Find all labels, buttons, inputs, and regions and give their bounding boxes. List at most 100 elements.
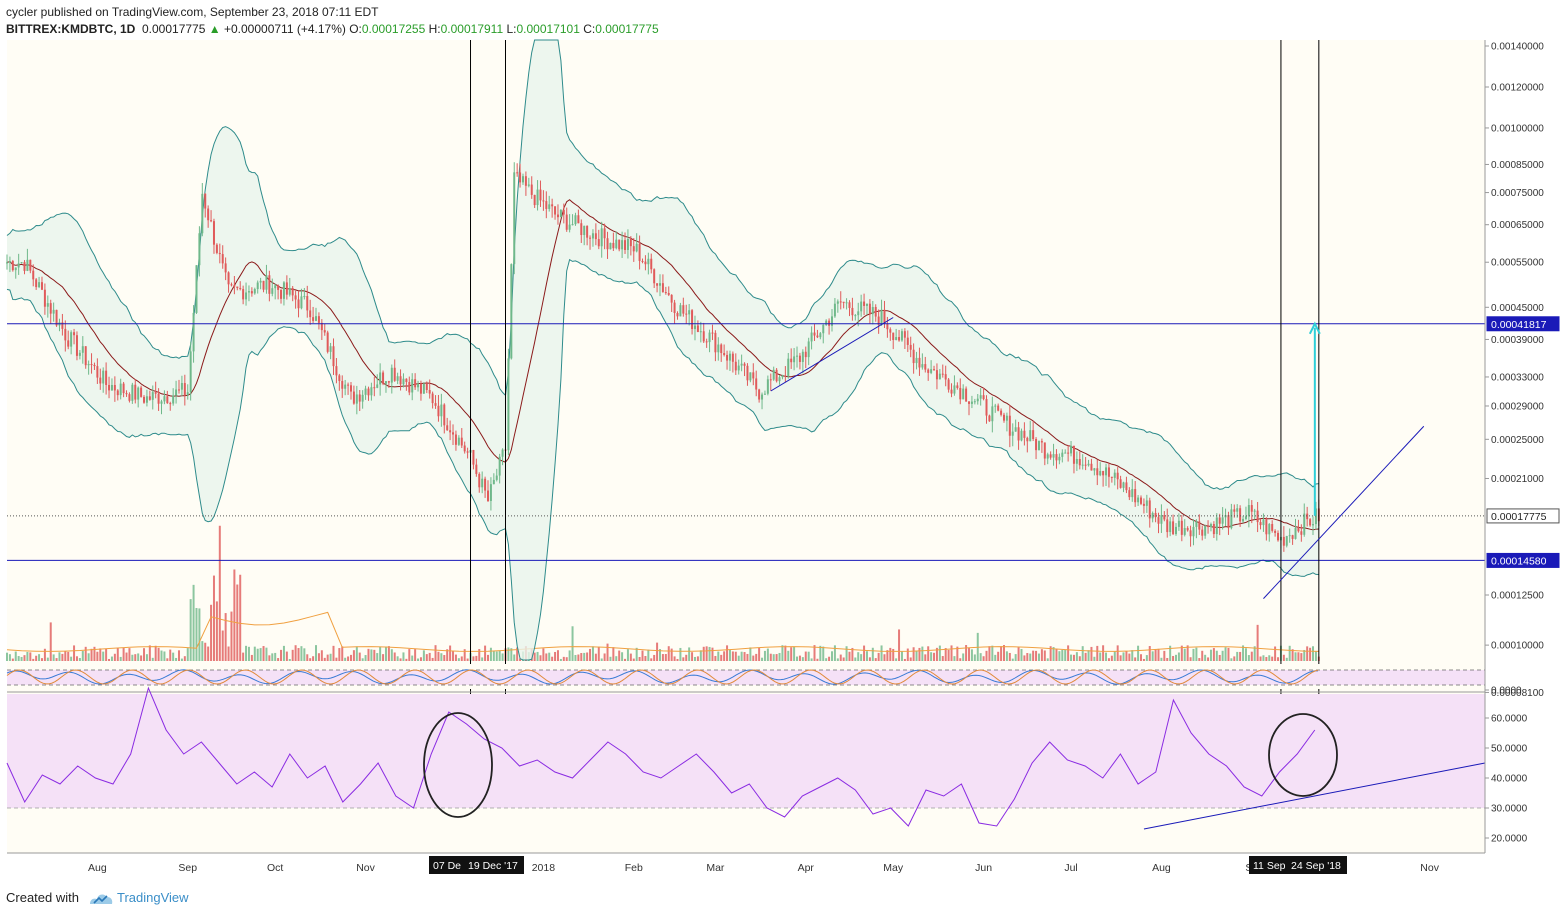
volume-bar	[1064, 649, 1067, 661]
volume-bar	[793, 646, 796, 661]
candle-body	[933, 369, 936, 371]
candle-body	[417, 383, 420, 388]
volume-bar	[1180, 645, 1183, 661]
candle-body	[968, 401, 971, 404]
candle-body	[463, 445, 466, 452]
price-label-box	[1486, 316, 1560, 332]
volume-bar	[551, 656, 554, 661]
bollinger-upper	[6, 39, 1319, 490]
price-chart[interactable]: 0.00140000 0.00120000 0.00100000 0.00085000…	[0, 0, 1561, 880]
volume-layer	[6, 525, 1320, 661]
volume-bar	[1233, 656, 1236, 661]
volume-bar	[227, 646, 230, 661]
x-tick-label: Nov	[356, 862, 375, 874]
volume-bar	[1134, 657, 1137, 661]
volume-bar	[484, 645, 487, 661]
candle-body	[758, 389, 761, 400]
candle-body	[29, 259, 32, 271]
volume-bar	[1250, 651, 1253, 661]
candle-body	[370, 387, 373, 396]
candle-body	[863, 301, 866, 306]
candle-body	[352, 391, 355, 404]
candle-body	[644, 261, 647, 265]
price-axis: 0.00140000 0.00120000 0.00100000 0.00085000…	[1484, 40, 1561, 853]
candle-body	[513, 172, 516, 265]
candle-body	[1026, 437, 1029, 442]
volume-bar	[860, 654, 863, 661]
volume-bar	[1209, 649, 1212, 661]
candle-body	[591, 233, 594, 239]
candle-body	[64, 328, 67, 341]
y-tick-label: 0.00008100	[1491, 688, 1544, 699]
volume-bar	[169, 649, 172, 661]
volume-bar	[670, 648, 673, 661]
candle-body	[6, 262, 8, 264]
volume-bar	[277, 658, 280, 661]
candle-body	[1209, 524, 1212, 528]
candle-body	[670, 294, 673, 303]
volume-bar	[790, 647, 793, 661]
candle-body	[376, 384, 379, 388]
volume-bar	[871, 647, 874, 661]
x-tick-label: Nov	[1420, 862, 1439, 874]
candle-body	[1189, 530, 1192, 537]
volume-bar	[822, 646, 825, 661]
candle-body	[1081, 464, 1084, 466]
volume-bar	[20, 656, 23, 661]
candle-body	[693, 325, 696, 329]
candle-body	[1096, 468, 1099, 476]
volume-bar	[224, 613, 227, 661]
candle-body	[1297, 527, 1300, 532]
volume-bar	[1253, 646, 1256, 661]
candle-body	[510, 264, 513, 359]
candle-body	[880, 309, 883, 325]
candle-body	[1306, 513, 1309, 520]
volume-bar	[294, 645, 297, 661]
candle-body	[603, 228, 606, 239]
volume-bar	[828, 656, 831, 661]
candle-body	[259, 280, 262, 283]
volume-bar	[761, 657, 764, 661]
volume-bar	[399, 658, 402, 661]
volume-bar	[280, 649, 283, 661]
volume-bar	[1078, 656, 1081, 661]
candle-body	[577, 215, 580, 224]
volume-bar	[370, 649, 373, 661]
candle-body	[1192, 526, 1195, 537]
volume-bar	[804, 651, 807, 661]
candle-body	[892, 332, 895, 340]
volume-bar	[119, 656, 122, 661]
volume-bar	[1081, 646, 1084, 661]
candle-body	[408, 382, 411, 393]
candle-body	[749, 372, 752, 381]
candle-body	[1099, 471, 1102, 476]
candle-body	[1253, 510, 1256, 512]
volume-bar	[113, 653, 116, 661]
volume-bar	[556, 650, 559, 661]
volume-bar	[38, 654, 41, 661]
volume-bar	[513, 654, 516, 661]
volume-bar	[889, 647, 892, 661]
candle-body	[696, 325, 699, 332]
author[interactable]: cycler	[6, 5, 38, 19]
tradingview-logo-icon[interactable]	[88, 890, 114, 911]
volume-bar	[973, 654, 976, 661]
y-tick-label: 0.00055000	[1491, 258, 1544, 269]
candle-body	[166, 396, 169, 404]
candle-body	[1177, 520, 1180, 527]
candle-body	[629, 238, 632, 247]
volume-bar	[1008, 652, 1011, 661]
candle-body	[119, 383, 122, 396]
volume-bar	[379, 646, 382, 661]
volume-bar	[962, 653, 965, 661]
volume-bar	[108, 658, 111, 661]
rsi-tick-label: 20.0000	[1491, 834, 1528, 845]
candle-body	[574, 215, 577, 225]
candle-body	[440, 404, 443, 417]
volume-bar	[968, 647, 971, 661]
volume-bar	[554, 651, 557, 661]
tradingview-brand-link[interactable]: TradingView	[117, 890, 189, 905]
volume-bar	[1154, 649, 1157, 661]
candle-body	[1029, 430, 1032, 442]
candle-body	[717, 344, 720, 353]
